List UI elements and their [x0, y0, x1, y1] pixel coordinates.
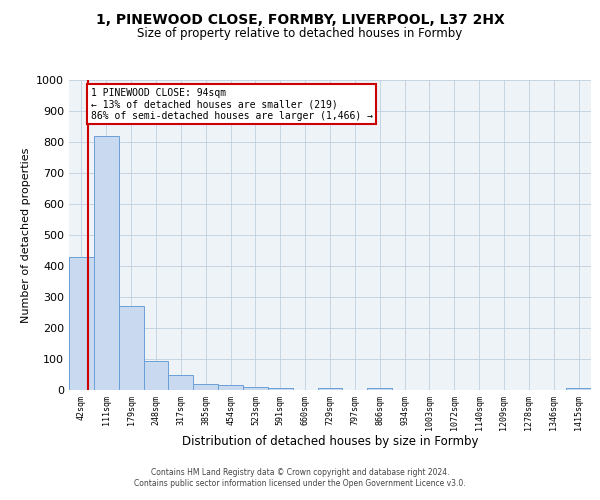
Y-axis label: Number of detached properties: Number of detached properties [20, 148, 31, 322]
Bar [243, 387, 268, 390]
Bar [566, 388, 591, 390]
Bar [143, 360, 169, 390]
Bar [94, 136, 119, 390]
Text: 1, PINEWOOD CLOSE, FORMBY, LIVERPOOL, L37 2HX: 1, PINEWOOD CLOSE, FORMBY, LIVERPOOL, L3… [95, 12, 505, 26]
Bar [317, 388, 343, 390]
X-axis label: Distribution of detached houses by size in Formby: Distribution of detached houses by size … [182, 436, 478, 448]
Bar [169, 375, 193, 390]
Bar [193, 384, 218, 390]
Text: Contains HM Land Registry data © Crown copyright and database right 2024.
Contai: Contains HM Land Registry data © Crown c… [134, 468, 466, 487]
Bar [218, 386, 243, 390]
Text: 1 PINEWOOD CLOSE: 94sqm
← 13% of detached houses are smaller (219)
86% of semi-d: 1 PINEWOOD CLOSE: 94sqm ← 13% of detache… [91, 88, 373, 121]
Text: Size of property relative to detached houses in Formby: Size of property relative to detached ho… [137, 28, 463, 40]
Bar [69, 256, 94, 390]
Bar [367, 388, 392, 390]
Bar [119, 306, 143, 390]
Bar [268, 388, 293, 390]
